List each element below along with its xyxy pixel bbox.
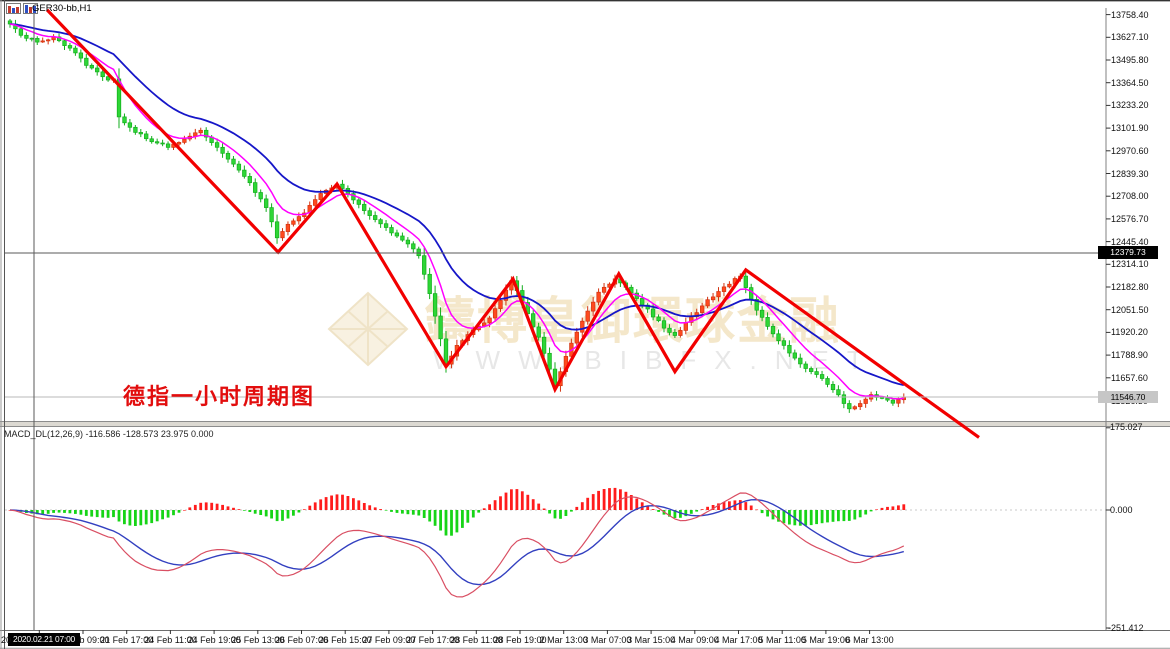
time-axis-label: 28 Feb 11:00 bbox=[450, 635, 503, 645]
price-axis-label: 13758.40 bbox=[1111, 9, 1149, 20]
candles-layer bbox=[7, 19, 906, 413]
price-axis-label: 12970.60 bbox=[1111, 145, 1149, 156]
clipped-time-label: 20 bbox=[1, 635, 12, 645]
price-axis-label: 12708.00 bbox=[1111, 191, 1149, 202]
price-axis-label: 12182.80 bbox=[1111, 282, 1149, 292]
time-axis-label: 3 Mar 15:00 bbox=[627, 635, 676, 645]
macd-signal-line bbox=[9, 498, 904, 586]
time-axis-label: 25 Feb 13:00 bbox=[231, 635, 285, 645]
price-axis-label: 12314.10 bbox=[1111, 259, 1149, 270]
candlestick-chart-icon[interactable] bbox=[6, 3, 21, 14]
time-axis-label: 24 Feb 19:00 bbox=[187, 635, 241, 645]
price-axis-label: 13364.50 bbox=[1111, 77, 1149, 88]
time-axis-label: 21 Feb 17:00 bbox=[100, 635, 154, 645]
time-axis-label: 5 Mar 11:00 bbox=[758, 635, 806, 645]
price-axis-label: 13495.80 bbox=[1111, 55, 1149, 65]
time-axis-label: 5 Mar 19:00 bbox=[801, 635, 850, 645]
slow-ma-line bbox=[9, 23, 904, 386]
macd-panel bbox=[5, 487, 1106, 598]
price-axis-label: 11920.20 bbox=[1111, 327, 1148, 338]
current-price-label: 11546.70 bbox=[1098, 391, 1158, 403]
watermark-url-text: WWW.BIBFX.NET bbox=[433, 345, 881, 375]
time-axis-label: 4 Mar 17:00 bbox=[714, 635, 763, 645]
bar-chart-icon[interactable] bbox=[23, 3, 38, 14]
time-axis-label: 24 Feb 11:00 bbox=[144, 635, 197, 645]
price-axis-label: 12051.50 bbox=[1111, 304, 1149, 315]
time-axis-label: 21 Feb 09:00 bbox=[56, 635, 110, 645]
axis-ticks bbox=[38, 14, 1111, 634]
chart-annotation-text: 德指一小时周期图 bbox=[123, 384, 316, 409]
zigzag-trendline[interactable] bbox=[45, 8, 980, 439]
macd-indicator-label: MACD_DL(12,26,9) -116.586 -128.573 23.97… bbox=[4, 429, 214, 439]
price-axis-label: 13627.10 bbox=[1111, 32, 1149, 43]
time-axis-label: 2 Mar 13:00 bbox=[539, 635, 588, 645]
time-axis-label: 4 Mar 09:00 bbox=[670, 635, 719, 645]
time-axis-label: 3 Mar 07:00 bbox=[583, 635, 632, 645]
crosshair-time-label: 2020.02.21 07:00 bbox=[8, 633, 80, 646]
price-axis-label: 11788.90 bbox=[1111, 350, 1148, 361]
time-axis-label: 6 Mar 13:00 bbox=[845, 635, 894, 645]
macd-axis-min-label: -251.412 bbox=[1108, 623, 1144, 633]
crosshair-price-label: 12379.73 bbox=[1098, 246, 1158, 259]
crosshair bbox=[5, 8, 1106, 630]
time-axis-label: 26 Feb 07:00 bbox=[274, 635, 329, 645]
macd-axis-max-label: 175.027 bbox=[1110, 422, 1143, 432]
macd-axis-zero-label: 0.000 bbox=[1110, 505, 1133, 515]
macd-main-line bbox=[9, 492, 905, 598]
time-axis-label: 27 Feb 17:00 bbox=[406, 635, 460, 645]
symbol-timeframe-label: GER30-bb,H1 bbox=[32, 3, 92, 14]
time-axis-label: 28 Feb 19:00 bbox=[493, 635, 547, 645]
price-axis-label: 12576.70 bbox=[1111, 213, 1149, 224]
price-axis-label: 11657.60 bbox=[1111, 372, 1148, 383]
time-axis-label: 26 Feb 15:00 bbox=[318, 635, 372, 645]
time-axis-label: 27 Feb 09:00 bbox=[362, 635, 416, 645]
price-axis-label: 12839.30 bbox=[1111, 168, 1149, 179]
price-axis-label: 12445.40 bbox=[1111, 236, 1149, 247]
price-axis-label: 13101.90 bbox=[1111, 123, 1149, 134]
price-axis-label: 13233.20 bbox=[1111, 100, 1149, 111]
